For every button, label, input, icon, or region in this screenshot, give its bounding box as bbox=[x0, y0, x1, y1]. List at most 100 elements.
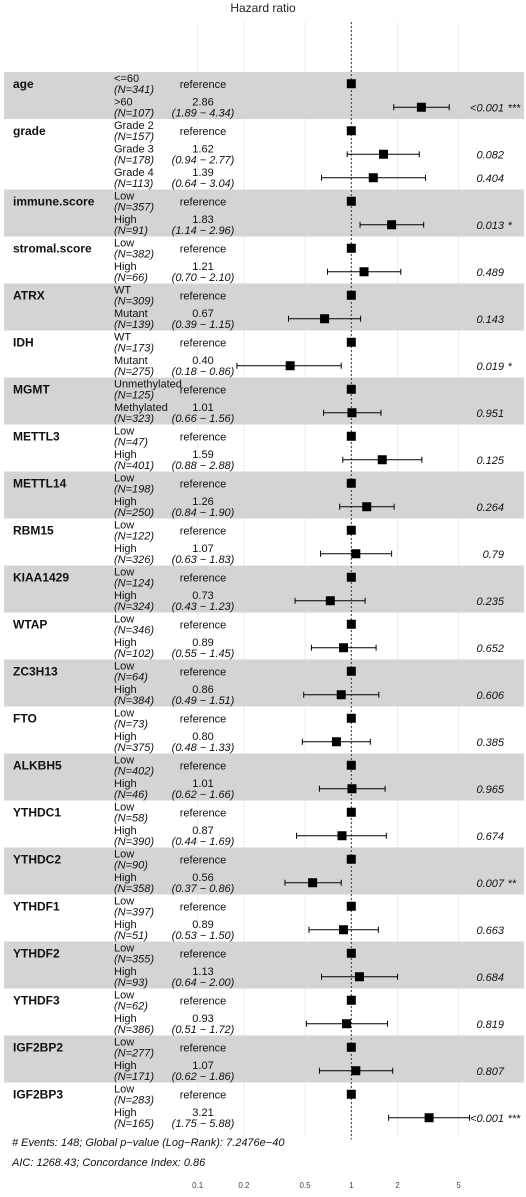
hazard-ratio-label: 1.01 bbox=[192, 402, 213, 414]
reference-point bbox=[346, 666, 356, 676]
hazard-ratio-label: 0.93 bbox=[192, 1013, 213, 1025]
ci-label: (0.84 − 1.90) bbox=[172, 507, 235, 519]
variable-label: immune.score bbox=[13, 194, 95, 208]
hazard-ratio-point bbox=[416, 102, 426, 112]
level-n-label: (N=346) bbox=[114, 625, 154, 637]
hazard-ratio-label: 1.59 bbox=[192, 449, 213, 461]
level-label: >60 bbox=[114, 97, 133, 109]
level-n-label: (N=375) bbox=[114, 742, 154, 754]
reference-label: reference bbox=[180, 760, 226, 772]
level-label: Grade 3 bbox=[114, 144, 154, 156]
variable-label: FTO bbox=[13, 711, 37, 725]
row-band bbox=[4, 753, 524, 801]
significance-stars: *** bbox=[508, 1113, 522, 1125]
level-label: Low bbox=[114, 990, 134, 1002]
hazard-ratio-point bbox=[285, 361, 295, 371]
level-label: Low bbox=[114, 708, 134, 720]
ci-label: (0.43 − 1.23) bbox=[172, 601, 235, 613]
hazard-ratio-point bbox=[339, 925, 349, 935]
p-value: 0.79 bbox=[483, 549, 504, 561]
forest-row: ATRX WT(N=309) reference bbox=[13, 285, 356, 308]
reference-point bbox=[346, 760, 356, 770]
p-value: 0.264 bbox=[476, 502, 504, 514]
hazard-ratio-label: 1.39 bbox=[192, 167, 213, 179]
variable-label: METTL3 bbox=[13, 429, 60, 443]
level-n-label: (N=64) bbox=[114, 672, 148, 684]
level-n-label: (N=178) bbox=[114, 155, 154, 167]
hazard-ratio-label: 0.67 bbox=[192, 308, 213, 320]
p-value: 0.489 bbox=[476, 267, 504, 279]
chart-title: Hazard ratio bbox=[230, 1, 296, 15]
variable-label: YTHDF3 bbox=[13, 993, 60, 1007]
significance-stars: *** bbox=[508, 102, 522, 114]
reference-label: reference bbox=[180, 948, 226, 960]
forest-row: ZC3H13 Low(N=64) reference bbox=[13, 661, 356, 684]
forest-row: High(N=384) 0.86(0.49 − 1.51) 0.606 bbox=[114, 684, 505, 707]
hazard-ratio-point bbox=[368, 173, 378, 183]
level-label: High bbox=[114, 966, 137, 978]
x-axis-ticks: 0.1 0.2 0.5 1 2 5 bbox=[192, 1181, 461, 1190]
reference-point bbox=[346, 196, 356, 206]
x-tick-label: 0.2 bbox=[238, 1181, 250, 1190]
level-n-label: (N=390) bbox=[114, 836, 154, 848]
level-label: High bbox=[114, 1060, 137, 1072]
hazard-ratio-point bbox=[320, 314, 330, 324]
level-n-label: (N=401) bbox=[114, 460, 154, 472]
ci-label: (0.94 − 2.77) bbox=[172, 155, 235, 167]
hazard-ratio-point bbox=[336, 690, 346, 700]
level-label: Low bbox=[114, 849, 134, 861]
forest-row: grade Grade 2(N=157) reference bbox=[13, 120, 356, 143]
forest-row: YTHDC1 Low(N=58) reference bbox=[13, 802, 356, 825]
footer-aic: AIC: 1268.43; Concordance Index: 0.86 bbox=[11, 1157, 206, 1169]
forest-row: High(N=93) 1.13(0.64 − 2.00) 0.684 bbox=[114, 966, 504, 989]
level-n-label: (N=384) bbox=[114, 695, 154, 707]
footer-events: # Events: 148; Global p−value (Log−Rank)… bbox=[12, 1137, 285, 1149]
ci-label: (0.62 − 1.86) bbox=[172, 1071, 235, 1083]
variable-label: RBM15 bbox=[13, 523, 54, 537]
level-n-label: (N=173) bbox=[114, 343, 154, 355]
row-band bbox=[4, 72, 524, 119]
p-value: 0.404 bbox=[476, 173, 504, 185]
reference-point bbox=[346, 431, 356, 441]
hazard-ratio-point bbox=[347, 408, 357, 418]
reference-point bbox=[346, 126, 356, 136]
forest-row: High(N=324) 0.73(0.43 − 1.23) 0.235 bbox=[114, 590, 505, 613]
level-n-label: (N=102) bbox=[114, 648, 154, 660]
level-n-label: (N=47) bbox=[114, 437, 148, 449]
hazard-ratio-label: 0.89 bbox=[192, 637, 213, 649]
ci-label: (1.14 − 2.96) bbox=[172, 225, 235, 237]
forest-row: High(N=91) 1.83(1.14 − 2.96) 0.013 * bbox=[114, 214, 513, 237]
forest-row: High(N=401) 1.59(0.88 − 2.88) 0.125 bbox=[114, 449, 505, 472]
x-tick-label: 0.1 bbox=[192, 1181, 204, 1190]
level-label: High bbox=[114, 543, 137, 555]
hazard-ratio-label: 0.56 bbox=[192, 872, 213, 884]
reference-point bbox=[346, 525, 356, 535]
reference-label: reference bbox=[180, 79, 226, 91]
forest-row: YTHDC2 Low(N=90) reference bbox=[13, 849, 356, 872]
forest-row: immune.score Low(N=357) reference bbox=[13, 191, 356, 214]
p-value: <0.001 bbox=[470, 1113, 504, 1125]
reference-label: reference bbox=[180, 478, 226, 490]
level-n-label: (N=107) bbox=[114, 108, 154, 120]
row-band bbox=[4, 471, 524, 519]
level-n-label: (N=62) bbox=[114, 1001, 148, 1013]
level-n-label: (N=402) bbox=[114, 766, 154, 778]
reference-label: reference bbox=[180, 807, 226, 819]
level-label: High bbox=[114, 919, 137, 931]
forest-row: Grade 4(N=113) 1.39(0.64 − 3.04) 0.404 bbox=[114, 167, 504, 190]
p-value: 0.143 bbox=[476, 314, 504, 326]
forest-row: IGF2BP2 Low(N=277) reference bbox=[13, 1037, 356, 1060]
row-band bbox=[4, 1035, 524, 1083]
level-n-label: (N=91) bbox=[114, 225, 148, 237]
ci-label: (0.64 − 2.00) bbox=[172, 977, 235, 989]
forest-row: WTAP Low(N=346) reference bbox=[13, 614, 356, 637]
hazard-ratio-point bbox=[377, 455, 387, 465]
p-value: 0.007 bbox=[476, 878, 504, 890]
hazard-ratio-label: 1.26 bbox=[192, 496, 213, 508]
reference-label: reference bbox=[180, 196, 226, 208]
forest-row: High(N=46) 1.01(0.62 − 1.66) 0.965 bbox=[114, 778, 505, 801]
hazard-ratio-label: 1.83 bbox=[192, 214, 213, 226]
hazard-ratio-label: 3.21 bbox=[192, 1107, 213, 1119]
row-band bbox=[4, 283, 524, 331]
forest-row: >60(N=107) 2.86(1.89 − 4.34) <0.001 *** bbox=[114, 97, 522, 120]
